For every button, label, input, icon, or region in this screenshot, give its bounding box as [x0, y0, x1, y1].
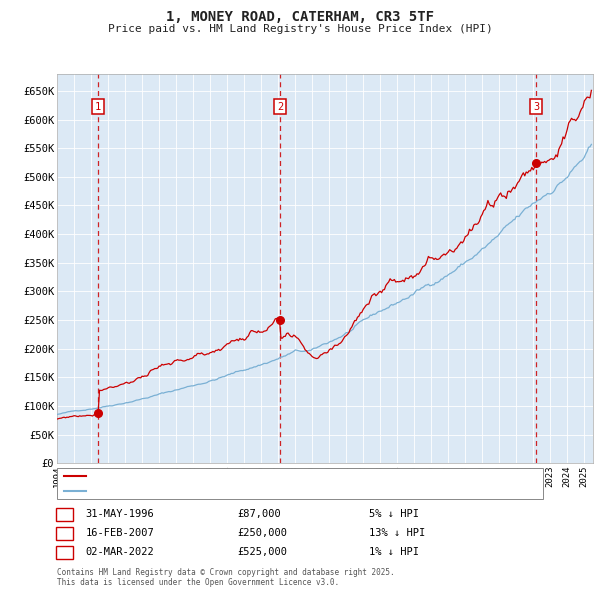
- Text: 16-FEB-2007: 16-FEB-2007: [86, 529, 155, 538]
- Text: 2: 2: [277, 102, 283, 112]
- Text: HPI: Average price, semi-detached house,  Tandridge: HPI: Average price, semi-detached house,…: [90, 486, 383, 496]
- Text: 3: 3: [533, 102, 539, 112]
- Text: 1, MONEY ROAD, CATERHAM, CR3 5TF (semi-detached house): 1, MONEY ROAD, CATERHAM, CR3 5TF (semi-d…: [90, 472, 401, 481]
- Text: £525,000: £525,000: [237, 548, 287, 557]
- Text: 5% ↓ HPI: 5% ↓ HPI: [369, 510, 419, 519]
- Text: 02-MAR-2022: 02-MAR-2022: [86, 548, 155, 557]
- Text: 13% ↓ HPI: 13% ↓ HPI: [369, 529, 425, 538]
- Text: 1% ↓ HPI: 1% ↓ HPI: [369, 548, 419, 557]
- Text: 1: 1: [61, 510, 68, 519]
- Text: Contains HM Land Registry data © Crown copyright and database right 2025.
This d: Contains HM Land Registry data © Crown c…: [57, 568, 395, 587]
- Text: £250,000: £250,000: [237, 529, 287, 538]
- Text: 1: 1: [95, 102, 101, 112]
- Text: 1, MONEY ROAD, CATERHAM, CR3 5TF: 1, MONEY ROAD, CATERHAM, CR3 5TF: [166, 10, 434, 24]
- Text: 2: 2: [61, 529, 68, 538]
- Text: 3: 3: [61, 548, 68, 557]
- Text: Price paid vs. HM Land Registry's House Price Index (HPI): Price paid vs. HM Land Registry's House …: [107, 24, 493, 34]
- Text: £87,000: £87,000: [237, 510, 281, 519]
- Text: 31-MAY-1996: 31-MAY-1996: [86, 510, 155, 519]
